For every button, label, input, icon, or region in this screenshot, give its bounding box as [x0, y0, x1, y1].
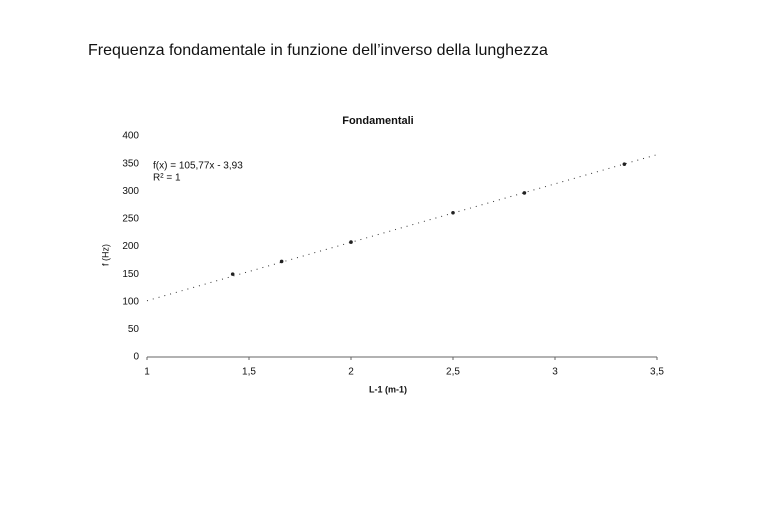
y-tick-label: 200: [122, 241, 139, 252]
x-tick-label: 1,5: [242, 367, 256, 378]
trend-equation: f(x) = 105,77x - 3,93: [153, 161, 243, 172]
y-tick-label: 300: [122, 186, 139, 197]
x-tick-label: 3: [552, 367, 558, 378]
y-tick-label: 350: [122, 158, 139, 169]
point: [522, 191, 527, 195]
trend-r2: R² = 1: [153, 173, 181, 184]
x-tick-label: 2: [348, 367, 354, 378]
x-axis-label: L-1 (m-1): [369, 384, 407, 394]
x-tick-label: 1: [144, 367, 150, 378]
y-tick-label: 50: [128, 324, 140, 335]
page-heading: Frequenza fondamentale in funzione dell’…: [88, 42, 548, 59]
point: [622, 162, 627, 166]
trendline: [146, 154, 658, 302]
y-tick-label: 100: [122, 296, 139, 307]
y-tick-label: 250: [122, 214, 139, 225]
point: [230, 272, 235, 276]
point: [279, 259, 284, 264]
point: [349, 240, 353, 244]
x-tick-label: 3,5: [650, 367, 664, 378]
y-tick-label: 0: [133, 352, 139, 363]
chart-title: Fondamentali: [342, 115, 414, 127]
y-axis-label: f (Hz): [100, 244, 110, 266]
x-tick-label: 2,5: [446, 367, 460, 378]
point: [451, 210, 455, 215]
y-tick-label: 150: [122, 269, 139, 280]
y-tick-label: 400: [122, 131, 139, 142]
